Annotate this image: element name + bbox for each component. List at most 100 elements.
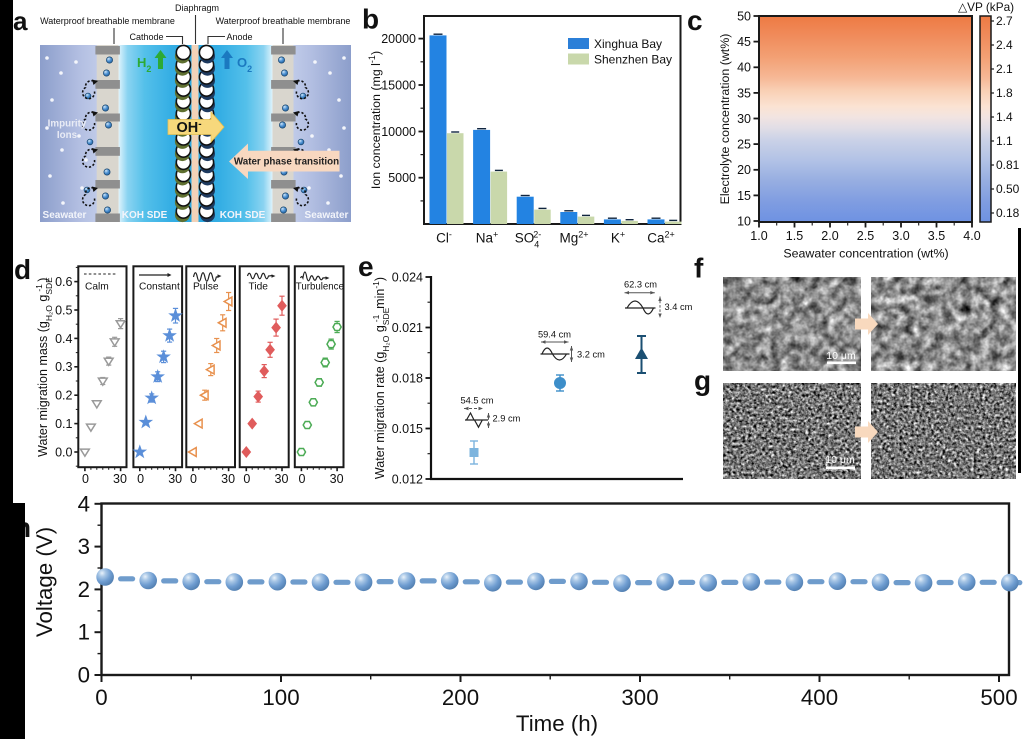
svg-text:Ion concentration (mg l-1): Ion concentration (mg l-1) (367, 51, 383, 189)
svg-text:3.0: 3.0 (892, 229, 909, 243)
svg-text:Cl-: Cl- (436, 230, 452, 246)
svg-text:2.4: 2.4 (996, 38, 1013, 52)
svg-text:0.81: 0.81 (996, 158, 1020, 172)
svg-text:20000: 20000 (381, 32, 416, 46)
svg-text:c: c (687, 5, 703, 36)
svg-text:KOH SDE: KOH SDE (220, 210, 266, 221)
svg-text:Electrolyte concentration (wt%: Electrolyte concentration (wt%) (718, 34, 732, 205)
svg-text:0.018: 0.018 (392, 372, 423, 386)
svg-text:OH-: OH- (176, 119, 201, 137)
svg-text:62.3 cm: 62.3 cm (624, 280, 657, 290)
svg-text:g: g (694, 365, 711, 396)
svg-text:0.015: 0.015 (392, 422, 423, 436)
svg-text:59.4 cm: 59.4 cm (538, 330, 571, 340)
svg-text:100: 100 (262, 685, 299, 710)
svg-text:30: 30 (168, 472, 182, 486)
svg-text:1.1: 1.1 (996, 134, 1013, 148)
svg-text:Seawater concentration (wt%): Seawater concentration (wt%) (783, 247, 948, 261)
svg-text:30: 30 (113, 472, 127, 486)
svg-text:15: 15 (737, 189, 751, 203)
svg-text:Seawater: Seawater (305, 210, 349, 221)
svg-text:Pulse: Pulse (193, 282, 219, 293)
svg-text:1.0: 1.0 (750, 229, 767, 243)
svg-text:e: e (358, 251, 374, 282)
svg-text:1.8: 1.8 (996, 86, 1013, 100)
svg-text:0: 0 (137, 472, 144, 486)
svg-text:4.0: 4.0 (963, 229, 980, 243)
svg-text:5000: 5000 (388, 171, 416, 185)
svg-text:1.4: 1.4 (996, 110, 1013, 124)
svg-text:45: 45 (737, 35, 751, 49)
svg-text:2.9 cm: 2.9 cm (493, 414, 521, 424)
svg-text:30: 30 (330, 472, 344, 486)
svg-text:Turbulence: Turbulence (296, 282, 344, 293)
svg-text:d: d (14, 254, 31, 285)
svg-text:Shenzhen Bay: Shenzhen Bay (594, 53, 672, 67)
svg-text:△VP (kPa): △VP (kPa) (958, 0, 1014, 14)
svg-text:0: 0 (243, 472, 250, 486)
svg-text:Water migration mass (gH₂O gSD: Water migration mass (gH₂O gSDE-1 ) (34, 277, 54, 457)
svg-text:2.7: 2.7 (996, 14, 1013, 28)
svg-text:KOH SDE: KOH SDE (122, 210, 168, 221)
svg-text:25: 25 (737, 138, 751, 152)
svg-text:Voltage (V): Voltage (V) (32, 527, 57, 637)
svg-text:f: f (694, 253, 704, 284)
svg-text:30: 30 (221, 472, 235, 486)
svg-text:3.2 cm: 3.2 cm (577, 350, 605, 360)
svg-text:4: 4 (78, 491, 90, 516)
svg-text:0.5: 0.5 (55, 303, 72, 317)
svg-text:1.5: 1.5 (786, 229, 803, 243)
svg-text:0.3: 0.3 (55, 360, 72, 374)
svg-text:10000: 10000 (381, 125, 416, 139)
svg-text:Constant: Constant (139, 282, 180, 293)
svg-text:Water migration rate (gH₂O gSD: Water migration rate (gH₂O gSDE-1 min-1) (371, 277, 391, 479)
svg-text:200: 200 (442, 685, 479, 710)
svg-text:0.2: 0.2 (55, 389, 72, 403)
svg-text:35: 35 (737, 87, 751, 101)
svg-text:SO42-: SO42- (515, 230, 542, 250)
svg-text:0.024: 0.024 (392, 271, 423, 285)
svg-text:Time (h): Time (h) (516, 711, 598, 736)
svg-text:Impurity: Impurity (48, 119, 87, 130)
svg-text:0: 0 (78, 663, 90, 688)
svg-text:10: 10 (737, 215, 751, 229)
svg-text:20: 20 (737, 163, 751, 177)
svg-text:a: a (13, 6, 28, 36)
svg-text:Seawater: Seawater (43, 210, 87, 221)
svg-text:0.021: 0.021 (392, 321, 423, 335)
svg-text:500: 500 (980, 685, 1017, 710)
svg-text:0.012: 0.012 (392, 473, 423, 487)
svg-text:0.50: 0.50 (996, 182, 1020, 196)
svg-text:0.6: 0.6 (55, 275, 72, 289)
svg-text:0: 0 (82, 472, 89, 486)
svg-text:50: 50 (737, 10, 751, 24)
svg-text:10 μm: 10 μm (826, 350, 856, 362)
svg-text:Waterproof breathable membrane: Waterproof breathable membrane (216, 16, 351, 26)
svg-text:0: 0 (190, 472, 197, 486)
svg-text:0.18: 0.18 (996, 206, 1020, 220)
svg-text:Ions: Ions (57, 130, 78, 141)
svg-text:30: 30 (737, 112, 751, 126)
svg-text:30: 30 (275, 472, 289, 486)
svg-text:0: 0 (299, 472, 306, 486)
svg-text:Anode: Anode (226, 32, 252, 42)
svg-text:2.1: 2.1 (996, 62, 1013, 76)
svg-text:54.5 cm: 54.5 cm (460, 396, 493, 406)
svg-text:0.1: 0.1 (55, 417, 72, 431)
svg-text:3.4 cm: 3.4 cm (665, 302, 693, 312)
svg-text:Water phase transition: Water phase transition (234, 157, 339, 168)
svg-text:0.0: 0.0 (55, 445, 72, 459)
svg-text:1: 1 (78, 620, 90, 645)
svg-text:2.0: 2.0 (821, 229, 838, 243)
svg-text:Waterproof breathable membrane: Waterproof breathable membrane (40, 16, 175, 26)
svg-text:10 μm: 10 μm (825, 454, 855, 466)
svg-text:b: b (362, 4, 379, 35)
svg-text:2.5: 2.5 (857, 229, 874, 243)
svg-text:3: 3 (78, 534, 90, 559)
svg-text:300: 300 (621, 685, 658, 710)
svg-text:40: 40 (737, 61, 751, 75)
svg-text:0: 0 (95, 685, 107, 710)
svg-text:400: 400 (801, 685, 838, 710)
svg-text:Diaphragm: Diaphragm (175, 3, 219, 13)
svg-text:Tide: Tide (249, 282, 269, 293)
